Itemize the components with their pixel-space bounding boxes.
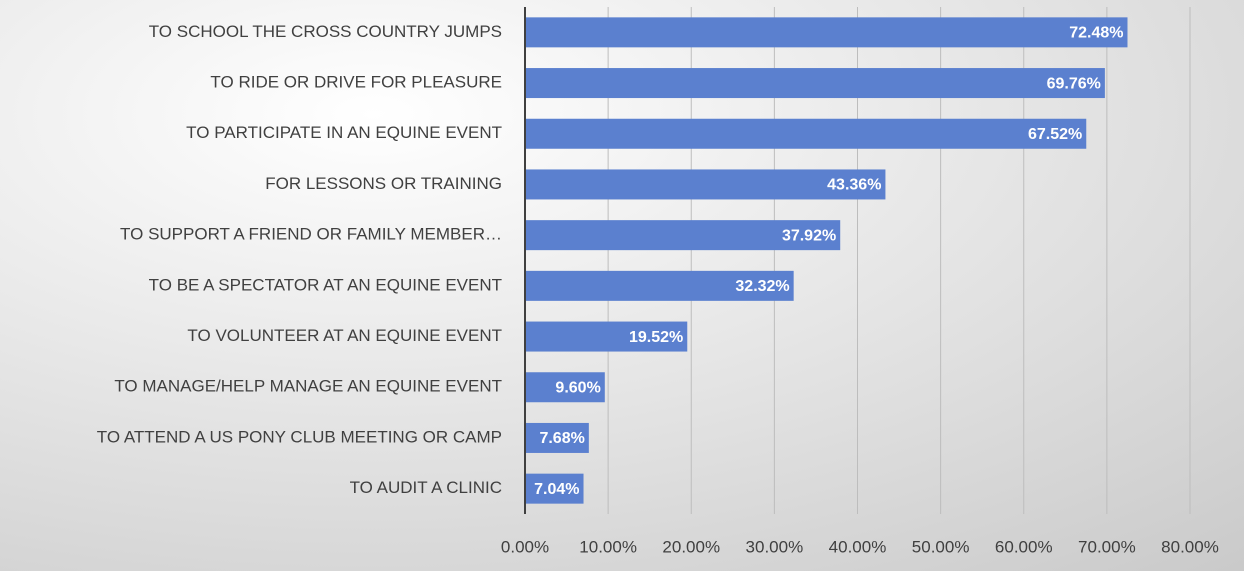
y-tick-label: TO SUPPORT A FRIEND OR FAMILY MEMBER… <box>120 225 502 244</box>
value-label: 7.04% <box>534 481 579 498</box>
bar <box>525 169 886 200</box>
y-tick-label: TO VOLUNTEER AT AN EQUINE EVENT <box>187 326 502 345</box>
value-label: 67.52% <box>1028 126 1082 143</box>
bar <box>525 68 1105 99</box>
x-tick-label: 70.00% <box>1078 537 1136 556</box>
value-label: 43.36% <box>827 177 881 194</box>
y-tick-label: TO MANAGE/HELP MANAGE AN EQUINE EVENT <box>114 377 502 396</box>
bar <box>525 422 589 453</box>
bar <box>525 270 794 301</box>
value-label: 19.52% <box>629 329 683 346</box>
x-tick-label: 40.00% <box>829 537 887 556</box>
bar <box>525 321 688 352</box>
y-tick-label: TO PARTICIPATE IN AN EQUINE EVENT <box>186 123 502 142</box>
y-tick-label: TO AUDIT A CLINIC <box>350 478 502 497</box>
value-label: 69.76% <box>1047 75 1101 92</box>
x-tick-label: 60.00% <box>995 537 1053 556</box>
bar <box>525 473 584 504</box>
bar <box>525 372 605 403</box>
bar <box>525 118 1087 149</box>
y-tick-label: TO ATTEND A US PONY CLUB MEETING OR CAMP <box>97 427 502 446</box>
value-label: 37.92% <box>782 227 836 244</box>
x-tick-label: 10.00% <box>579 537 637 556</box>
value-label: 9.60% <box>555 379 600 396</box>
y-tick-label: TO RIDE OR DRIVE FOR PLEASURE <box>210 73 502 92</box>
x-tick-label: 0.00% <box>501 537 549 556</box>
value-label: 7.68% <box>539 430 584 447</box>
x-tick-label: 80.00% <box>1161 537 1219 556</box>
x-tick-label: 50.00% <box>912 537 970 556</box>
x-tick-label: 30.00% <box>746 537 804 556</box>
value-label: 32.32% <box>735 278 789 295</box>
bar <box>525 17 1128 48</box>
y-tick-label: TO SCHOOL THE CROSS COUNTRY JUMPS <box>149 22 502 41</box>
y-tick-label: FOR LESSONS OR TRAINING <box>265 174 502 193</box>
value-label: 72.48% <box>1069 25 1123 42</box>
y-tick-label: TO BE A SPECTATOR AT AN EQUINE EVENT <box>149 275 502 294</box>
bar <box>525 220 841 251</box>
x-tick-label: 20.00% <box>662 537 720 556</box>
